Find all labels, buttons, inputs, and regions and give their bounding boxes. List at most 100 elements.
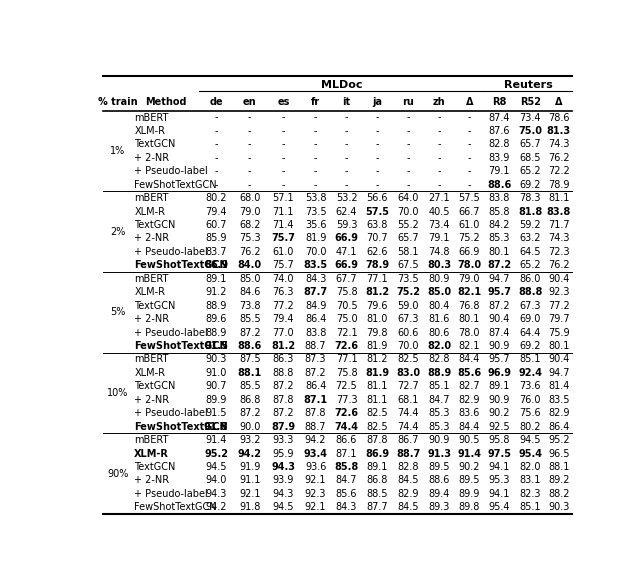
Text: 75.7: 75.7 [273,260,294,270]
Text: -: - [214,180,218,190]
Text: 79.1: 79.1 [428,234,450,243]
Text: 89.9: 89.9 [459,489,480,499]
Text: 79.6: 79.6 [367,301,388,311]
Text: 88.2: 88.2 [548,489,570,499]
Text: 68.5: 68.5 [520,153,541,163]
Text: 82.1: 82.1 [458,341,480,351]
Text: 85.6: 85.6 [457,368,481,378]
Text: 70.0: 70.0 [397,341,419,351]
Text: 87.5: 87.5 [239,354,260,364]
Text: -: - [437,126,441,136]
Text: % train: % train [98,97,138,107]
Text: 75.8: 75.8 [336,368,357,378]
Text: 94.3: 94.3 [271,462,295,472]
Text: 94.5: 94.5 [273,503,294,512]
Text: 85.1: 85.1 [428,381,450,392]
Text: 83.7: 83.7 [205,247,227,257]
Text: -: - [248,153,252,163]
Text: 89.5: 89.5 [458,475,480,485]
Text: 73.6: 73.6 [520,381,541,392]
Text: 67.3: 67.3 [520,301,541,311]
Text: 70.7: 70.7 [367,234,388,243]
Text: 74.4: 74.4 [335,422,358,432]
Text: 95.4: 95.4 [488,503,510,512]
Text: -: - [248,166,252,176]
Text: 84.5: 84.5 [397,503,419,512]
Text: XLM-R: XLM-R [134,126,165,136]
Text: 76.0: 76.0 [520,394,541,405]
Text: 94.3: 94.3 [205,489,227,499]
Text: 89.6: 89.6 [205,314,227,324]
Text: 66.7: 66.7 [458,207,480,217]
Text: 70.0: 70.0 [397,207,419,217]
Text: 88.6: 88.6 [487,180,511,190]
Text: -: - [345,139,348,149]
Text: 75.2: 75.2 [396,287,420,297]
Text: zh: zh [433,97,445,107]
Text: TextGCN: TextGCN [134,139,175,149]
Text: 91.5: 91.5 [205,408,227,418]
Text: 75.0: 75.0 [518,126,542,136]
Text: 81.4: 81.4 [548,381,570,392]
Text: 79.7: 79.7 [548,314,570,324]
Text: 88.6: 88.6 [237,341,262,351]
Text: -: - [345,166,348,176]
Text: 89.9: 89.9 [205,394,227,405]
Text: 79.1: 79.1 [488,166,510,176]
Text: 74.4: 74.4 [397,422,419,432]
Text: 81.6: 81.6 [429,314,450,324]
Text: 63.2: 63.2 [520,234,541,243]
Text: 82.5: 82.5 [367,408,388,418]
Text: 81.3: 81.3 [547,126,571,136]
Text: 87.2: 87.2 [239,408,260,418]
Text: 85.0: 85.0 [239,274,260,284]
Text: 94.7: 94.7 [548,368,570,378]
Text: -: - [467,139,471,149]
Text: 77.1: 77.1 [336,354,357,364]
Text: 94.0: 94.0 [205,475,227,485]
Text: 82.9: 82.9 [548,408,570,418]
Text: + Pseudo-label: + Pseudo-label [134,408,208,418]
Text: 93.3: 93.3 [273,435,294,445]
Text: 83.6: 83.6 [459,408,480,418]
Text: + Pseudo-label: + Pseudo-label [134,328,208,338]
Text: 83.8: 83.8 [305,328,326,338]
Text: 90.2: 90.2 [458,462,480,472]
Text: -: - [214,166,218,176]
Text: -: - [376,153,379,163]
Text: 84.3: 84.3 [336,503,357,512]
Text: -: - [214,126,218,136]
Text: 71.4: 71.4 [273,220,294,230]
Text: 77.1: 77.1 [367,274,388,284]
Text: 87.7: 87.7 [367,503,388,512]
Text: 80.4: 80.4 [429,301,450,311]
Text: 75.0: 75.0 [336,314,357,324]
Text: 2%: 2% [110,227,125,237]
Text: -: - [314,113,317,123]
Text: 74.3: 74.3 [548,234,570,243]
Text: 77.2: 77.2 [548,301,570,311]
Text: -: - [376,113,379,123]
Text: -: - [282,166,285,176]
Text: -: - [314,126,317,136]
Text: 80.2: 80.2 [205,193,227,203]
Text: 91.0: 91.0 [205,368,227,378]
Text: 65.7: 65.7 [520,139,541,149]
Text: 94.5: 94.5 [520,435,541,445]
Text: 94.1: 94.1 [488,489,510,499]
Text: de: de [209,97,223,107]
Text: 94.5: 94.5 [205,462,227,472]
Text: 85.6: 85.6 [336,489,357,499]
Text: 84.7: 84.7 [336,475,357,485]
Text: 85.9: 85.9 [205,234,227,243]
Text: 89.1: 89.1 [367,462,388,472]
Text: 53.2: 53.2 [336,193,357,203]
Text: XLM-R: XLM-R [134,368,165,378]
Text: 87.8: 87.8 [273,394,294,405]
Text: 90.7: 90.7 [205,381,227,392]
Text: 55.2: 55.2 [397,220,419,230]
Text: + Pseudo-label: + Pseudo-label [134,489,208,499]
Text: 88.7: 88.7 [305,422,326,432]
Text: 83.9: 83.9 [488,153,510,163]
Text: 95.2: 95.2 [548,435,570,445]
